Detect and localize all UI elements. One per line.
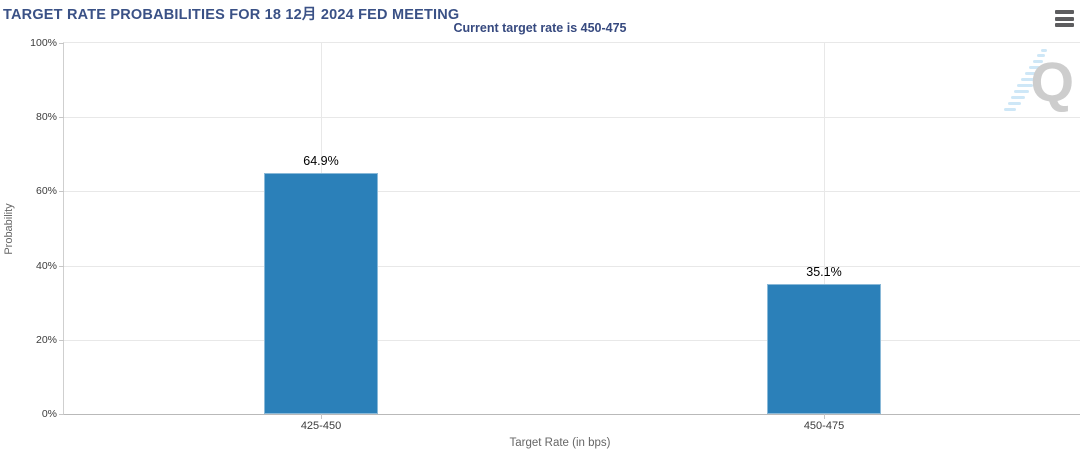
y-axis-tick [59,265,64,267]
gridline-horizontal [64,265,1080,267]
bar-425-450[interactable] [264,173,378,414]
bar-group-450-475: 35.1% [767,43,881,414]
x-category-label: 450-475 [803,420,845,432]
gridline-horizontal [64,191,1080,193]
y-axis-tick [59,117,64,119]
y-tick-label: 100% [30,37,57,49]
y-tick-label: 60% [35,185,57,198]
hamburger-bar [1055,23,1074,27]
y-axis-tick [59,43,64,44]
bar-450-475[interactable] [767,283,881,414]
chart-subtitle: Current target rate is 450-475 [453,21,627,35]
y-axis-tick [59,191,64,193]
hamburger-bar [1055,10,1074,14]
hamburger-menu-icon[interactable] [1055,9,1075,28]
y-tick-label: 80% [35,111,57,124]
y-tick-label: 0% [41,408,57,420]
bar-group-425-450: 64.9% [264,43,378,414]
y-tick-label: 20% [35,333,57,346]
y-axis-tick [59,339,64,341]
y-axis-title: Probability [3,202,15,255]
hamburger-bar [1055,16,1074,21]
x-axis-tick [824,414,825,419]
plot-area: 100% 80% 60% 40% 20% 0% 64.9% 35.1% 425-… [3,37,1080,449]
bar-value-label: 35.1% [806,264,842,279]
x-axis-title: Target Rate (in bps) [509,437,611,449]
y-tick-label: 40% [35,259,57,272]
x-axis-tick [321,414,322,419]
gridline-vertical [824,43,825,414]
gridline-horizontal [64,339,1080,341]
x-category-label: 425-450 [300,420,342,432]
gridline-horizontal [64,117,1080,119]
y-axis-tick [59,414,64,415]
bar-value-label: 64.9% [303,154,339,169]
chart-title: TARGET RATE PROBABILITIES FOR 18 12月 202… [3,7,460,23]
